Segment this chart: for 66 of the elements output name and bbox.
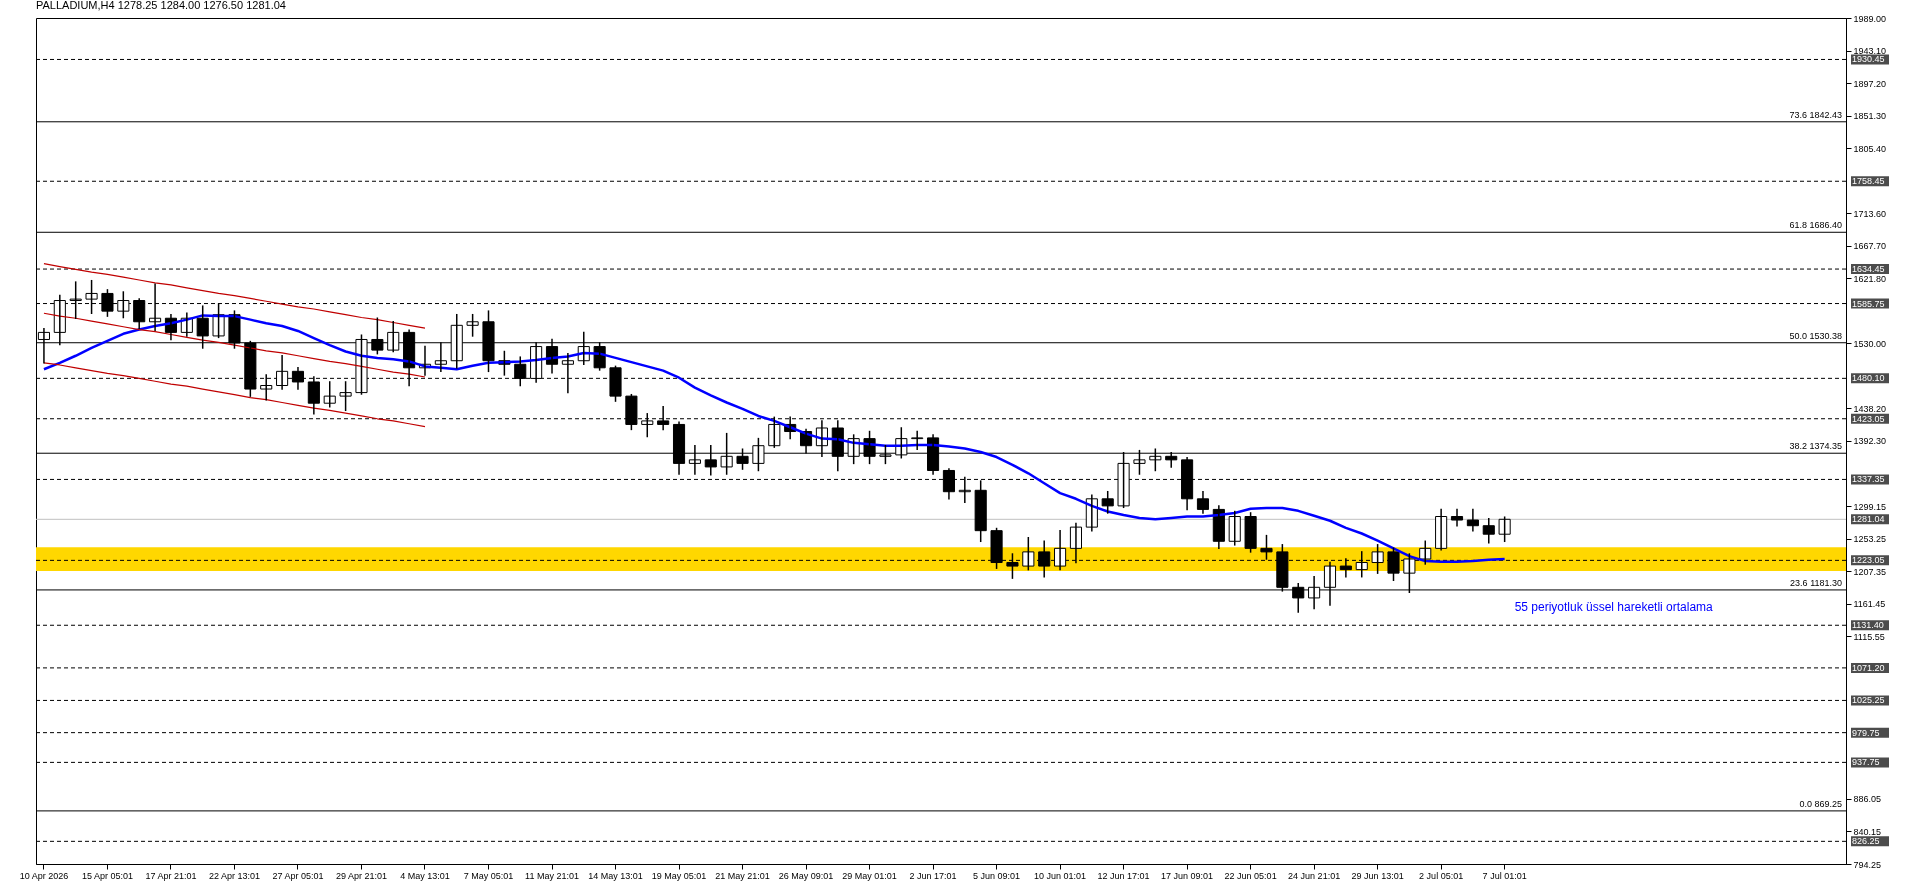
y-tick-label: 1851.30 bbox=[1853, 111, 1887, 122]
x-tick-label: 10 Jun 01:01 bbox=[1034, 870, 1087, 881]
x-tick-label: 29 Apr 21:01 bbox=[335, 870, 388, 881]
ref-line-label: 826.25 bbox=[1852, 836, 1880, 847]
y-tick-label: 1989.00 bbox=[1853, 13, 1887, 24]
x-tick-label: 24 Jun 21:01 bbox=[1288, 870, 1341, 881]
x-tick-label: 11 May 21:01 bbox=[525, 870, 579, 881]
y-tick-label: 1207.35 bbox=[1853, 566, 1887, 577]
ref-line-label: 1223.05 bbox=[1852, 555, 1885, 566]
x-tick-label: 2 Jul 05:01 bbox=[1419, 870, 1464, 881]
ref-line-label: 23.6 1181.30 bbox=[1790, 577, 1842, 588]
y-tick-label: 1161.45 bbox=[1853, 599, 1886, 610]
ref-line-label: 1758.45 bbox=[1852, 176, 1885, 187]
x-tick-label: 26 May 09:01 bbox=[778, 870, 834, 881]
x-tick-label: 12 Jun 17:01 bbox=[1097, 870, 1150, 881]
ref-line-label: 979.75 bbox=[1852, 727, 1880, 738]
x-tick-label: 21 May 21:01 bbox=[715, 870, 770, 881]
ref-line-label: 1337.35 bbox=[1852, 474, 1885, 485]
ref-line-label: 1131.40 bbox=[1852, 620, 1884, 631]
ref-line-label: 61.8 1686.40 bbox=[1789, 220, 1842, 231]
y-tick-label: 1943.10 bbox=[1853, 46, 1887, 56]
ref-line-label: 1585.75 bbox=[1852, 298, 1885, 309]
x-tick-label: 29 May 01:01 bbox=[842, 870, 897, 881]
ref-line-label: 1025.25 bbox=[1852, 695, 1885, 706]
ref-line-label: 1930.45 bbox=[1852, 54, 1885, 65]
x-tick-label: 5 Jun 09:01 bbox=[973, 870, 1021, 881]
ref-line-label: 0.0 869.25 bbox=[1799, 798, 1842, 809]
y-tick-label: 1253.25 bbox=[1853, 534, 1887, 545]
y-tick-label: 1621.80 bbox=[1853, 273, 1887, 284]
y-tick-label: 1438.20 bbox=[1853, 403, 1887, 414]
y-tick-label: 1667.70 bbox=[1853, 241, 1887, 252]
x-tick-label: 2 Jun 17:01 bbox=[909, 870, 957, 881]
ref-line-label: 1634.45 bbox=[1852, 264, 1885, 275]
y-tick-label: 1115.55 bbox=[1853, 631, 1885, 642]
y-tick-label: 1805.40 bbox=[1853, 143, 1887, 154]
x-tick-label: 10 Apr 2026 bbox=[19, 870, 69, 881]
ref-line-label: 1423.05 bbox=[1852, 413, 1885, 424]
ref-line-label: 937.75 bbox=[1852, 757, 1880, 768]
x-tick-label: 17 Apr 21:01 bbox=[145, 870, 197, 881]
x-tick-label: 29 Jun 13:01 bbox=[1351, 870, 1404, 881]
y-tick-label: 794.25 bbox=[1853, 859, 1882, 870]
ref-line-label: 38.2 1374.35 bbox=[1789, 441, 1842, 452]
ref-line-label: 1281.04 bbox=[1852, 514, 1885, 525]
ref-line-label: 1071.20 bbox=[1852, 662, 1885, 673]
x-tick-label: 22 Jun 05:01 bbox=[1224, 870, 1277, 881]
x-tick-label: 4 May 13:01 bbox=[400, 870, 450, 881]
text: 55 periyotluk üssel hareketli ortalama bbox=[1514, 599, 1714, 614]
y-tick-label: 840.15 bbox=[1853, 827, 1882, 837]
x-tick-label: 14 May 13:01 bbox=[588, 870, 643, 881]
x-tick-label: 7 May 05:01 bbox=[463, 870, 514, 881]
x-tick-label: 19 May 05:01 bbox=[651, 870, 707, 881]
x-tick-label: 15 Apr 05:01 bbox=[81, 870, 133, 881]
y-tick-label: 1897.20 bbox=[1853, 78, 1887, 89]
ref-line-label: 50.0 1530.38 bbox=[1789, 330, 1842, 341]
ref-line-label: 73.6 1842.43 bbox=[1789, 109, 1842, 120]
x-tick-label: 27 Apr 05:01 bbox=[272, 870, 324, 881]
x-tick-label: 22 Apr 13:01 bbox=[208, 870, 260, 881]
y-tick-label: 1713.60 bbox=[1853, 208, 1887, 219]
y-tick-label: 1299.15 bbox=[1853, 501, 1887, 512]
x-tick-label: 7 Jul 01:01 bbox=[1482, 870, 1527, 881]
chart-title: PALLADIUM,H4 1278.25 1284.00 1276.50 1281.04 bbox=[36, 0, 286, 11]
y-tick-label: 886.05 bbox=[1853, 794, 1882, 805]
y-tick-label: 1530.00 bbox=[1853, 338, 1887, 349]
ref-line-label: 1480.10 bbox=[1852, 373, 1885, 384]
y-tick-label: 1392.30 bbox=[1853, 436, 1887, 447]
x-tick-label: 17 Jun 09:01 bbox=[1161, 870, 1214, 881]
